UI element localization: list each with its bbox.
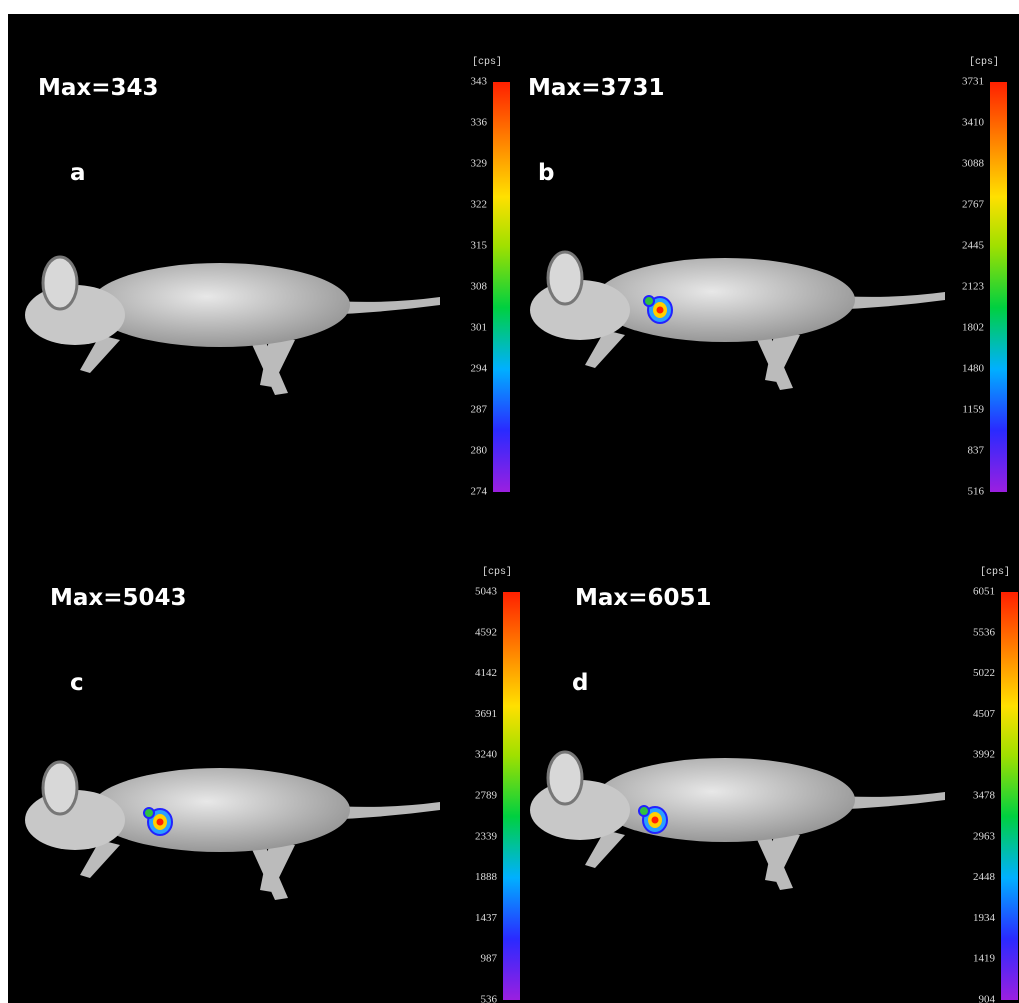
colorbar-unit: [cps] (969, 56, 999, 68)
colorbar-tick-label: 516 (968, 486, 985, 498)
colorbar-tick-label: 280 (471, 445, 488, 457)
panel-letter: a (70, 160, 86, 186)
colorbar-tick-label: 1159 (962, 404, 984, 416)
colorbar-tick-label: 6051 (973, 586, 995, 598)
max-label: Max=6051 (575, 585, 712, 611)
colorbar-unit: [cps] (980, 566, 1010, 578)
figure: Max=343 a [cps] 343 336 329 322 315 308 301 294 287… (0, 0, 1019, 1003)
colorbar-tick-label: 904 (979, 994, 996, 1003)
colorbar-tick-label: 336 (471, 117, 488, 129)
colorbar-tick-label: 274 (471, 486, 488, 498)
colorbar-tick-label: 536 (481, 994, 498, 1003)
colorbar-tick-label: 3240 (475, 749, 498, 761)
colorbar-tick-label: 4507 (973, 708, 996, 720)
signal-core (652, 817, 659, 824)
colorbar-tick-label: 343 (471, 76, 488, 88)
colorbar-tick-label: 308 (471, 281, 488, 293)
panel-letter: d (572, 670, 588, 696)
colorbar-tick-label: 3691 (475, 708, 497, 720)
colorbar-tick-label: 5022 (973, 667, 995, 679)
signal-side (144, 808, 154, 818)
mouse-ear (43, 257, 77, 309)
colorbar-tick-label: 2963 (973, 830, 996, 842)
colorbar-unit: [cps] (482, 566, 512, 578)
colorbar-tick-label: 2445 (962, 240, 985, 252)
colorbar-tick-label: 1437 (475, 912, 498, 924)
colorbar-tick-label: 1419 (973, 953, 996, 965)
signal-side (639, 806, 649, 816)
colorbar-tick-label: 3410 (962, 117, 985, 129)
colorbar-tick-label: 329 (471, 158, 488, 170)
colorbar-tick-label: 5043 (475, 586, 498, 598)
colorbar-tick-label: 315 (471, 240, 488, 252)
max-label: Max=343 (38, 75, 159, 101)
colorbar (493, 82, 510, 492)
mouse-ear (548, 252, 582, 304)
colorbar-tick-label: 3731 (962, 76, 984, 88)
colorbar-tick-label: 987 (481, 953, 498, 965)
colorbar-tick-label: 2123 (962, 281, 985, 293)
signal-side (644, 296, 654, 306)
colorbar-tick-label: 294 (471, 363, 488, 375)
colorbar-tick-label: 2339 (475, 830, 498, 842)
colorbar-tick-label: 5536 (973, 626, 996, 638)
colorbar-tick-label: 2767 (962, 199, 985, 211)
mouse-ear (43, 762, 77, 814)
max-label: Max=3731 (528, 75, 665, 101)
panel-letter: c (70, 670, 84, 696)
colorbar-tick-label: 3992 (973, 749, 995, 761)
mouse-ear (548, 752, 582, 804)
colorbar-tick-label: 2789 (475, 790, 498, 802)
signal-core (157, 819, 164, 826)
colorbar-tick-label: 4592 (475, 626, 497, 638)
colorbar-tick-label: 3088 (962, 158, 985, 170)
colorbar-tick-label: 1888 (475, 871, 498, 883)
colorbar (503, 592, 520, 1000)
colorbar-tick-label: 4142 (475, 667, 497, 679)
colorbar-tick-label: 1480 (962, 363, 985, 375)
colorbar-tick-label: 837 (968, 445, 985, 457)
mouse-body (90, 263, 350, 347)
mouse-body (595, 258, 855, 342)
colorbar-tick-label: 2448 (973, 871, 996, 883)
colorbar-unit: [cps] (472, 56, 502, 68)
mouse-body (595, 758, 855, 842)
colorbar-tick-label: 287 (471, 404, 488, 416)
max-label: Max=5043 (50, 585, 187, 611)
mouse-body (90, 768, 350, 852)
colorbar (990, 82, 1007, 492)
colorbar-tick-label: 1934 (973, 912, 996, 924)
colorbar-tick-label: 322 (471, 199, 488, 211)
colorbar-tick-label: 3478 (973, 790, 996, 802)
signal-core (657, 307, 664, 314)
panel-letter: b (538, 160, 554, 186)
colorbar (1001, 592, 1018, 1000)
colorbar-tick-label: 1802 (962, 322, 984, 334)
colorbar-tick-label: 301 (471, 322, 488, 334)
